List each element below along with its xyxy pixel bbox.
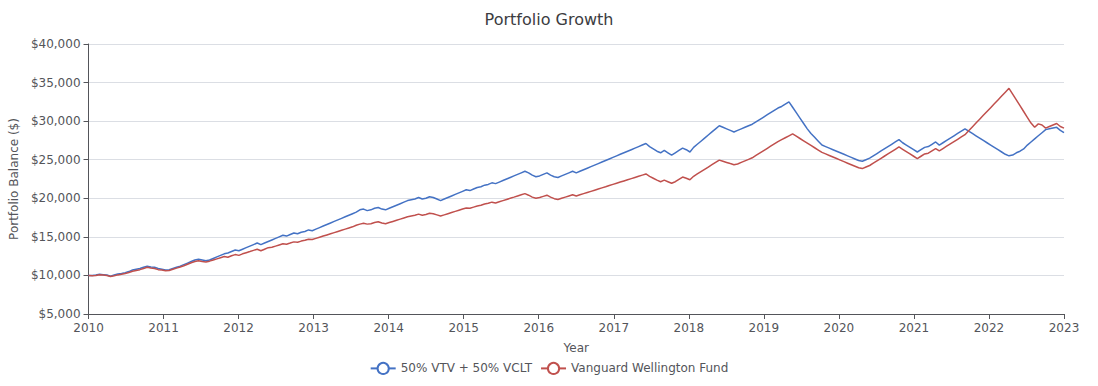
svg-text:$5,000: $5,000 (39, 307, 81, 321)
svg-text:$25,000: $25,000 (31, 153, 81, 167)
svg-text:Portfolio Growth: Portfolio Growth (485, 10, 614, 29)
svg-text:2021: 2021 (899, 321, 930, 335)
svg-text:Portfolio Balance ($): Portfolio Balance ($) (7, 118, 21, 240)
svg-text:2018: 2018 (674, 321, 705, 335)
svg-text:$10,000: $10,000 (31, 268, 81, 282)
svg-text:2014: 2014 (373, 321, 404, 335)
svg-text:2020: 2020 (824, 321, 855, 335)
svg-text:2023: 2023 (1049, 321, 1080, 335)
svg-text:Year: Year (563, 341, 589, 355)
svg-text:2016: 2016 (523, 321, 554, 335)
svg-text:$35,000: $35,000 (31, 76, 81, 90)
svg-text:2011: 2011 (148, 321, 179, 335)
svg-text:2010: 2010 (73, 321, 104, 335)
svg-text:2022: 2022 (974, 321, 1005, 335)
svg-text:$40,000: $40,000 (31, 37, 81, 51)
svg-text:$30,000: $30,000 (31, 114, 81, 128)
svg-text:2017: 2017 (599, 321, 630, 335)
svg-text:$20,000: $20,000 (31, 191, 81, 205)
svg-text:2012: 2012 (223, 321, 254, 335)
svg-text:2015: 2015 (448, 321, 479, 335)
svg-text:Vanguard Wellington Fund: Vanguard Wellington Fund (571, 361, 728, 375)
svg-text:2019: 2019 (749, 321, 780, 335)
svg-text:$15,000: $15,000 (31, 230, 81, 244)
svg-text:50% VTV + 50% VCLT: 50% VTV + 50% VCLT (401, 361, 533, 375)
svg-text:2013: 2013 (298, 321, 329, 335)
